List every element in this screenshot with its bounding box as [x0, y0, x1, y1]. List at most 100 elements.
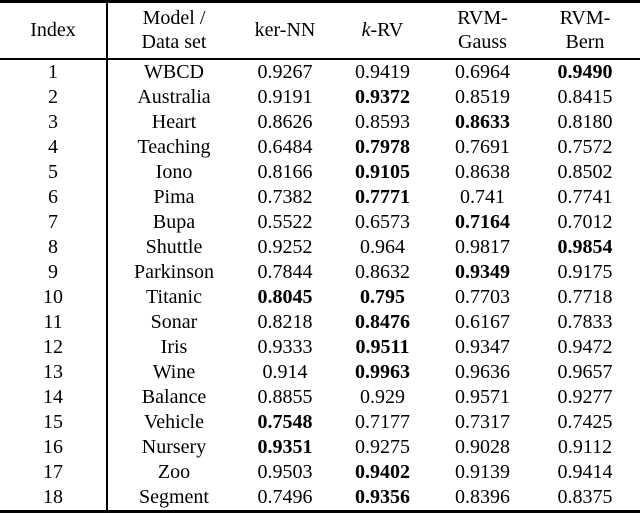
header-label: Index: [30, 19, 76, 41]
header-label: Data set: [141, 31, 207, 53]
column-header-rvm-gauss: RVM- Gauss: [435, 1, 530, 60]
dataset-cell: Pima: [153, 186, 195, 208]
dataset-cell: Teaching: [137, 136, 211, 158]
header-label: -RV: [370, 19, 404, 41]
value-cell: 0.9472: [557, 336, 613, 358]
dataset-cell: Australia: [137, 86, 211, 108]
value-cell: 0.9175: [557, 261, 613, 283]
table-row: 7 Bupa 0.5522 0.6573 0.7164 0.7012: [0, 210, 640, 235]
value-cell: 0.6964: [455, 61, 510, 83]
table-row: 5 Iono 0.8166 0.9105 0.8638 0.8502: [0, 160, 640, 185]
value-cell: 0.9511: [355, 336, 410, 358]
value-cell: 0.6484: [257, 136, 313, 158]
table-row: 9 Parkinson 0.7844 0.8632 0.9349 0.9175: [0, 260, 640, 285]
value-cell: 0.9372: [355, 86, 410, 108]
value-cell: 0.8519: [455, 86, 510, 108]
value-cell: 0.9277: [557, 386, 613, 408]
table-row: 14 Balance 0.8855 0.929 0.9571 0.9277: [0, 385, 640, 410]
table-row: 4 Teaching 0.6484 0.7978 0.7691 0.7572: [0, 135, 640, 160]
value-cell: 0.7425: [557, 411, 613, 433]
value-cell: 0.6167: [455, 311, 510, 333]
table-row: 8 Shuttle 0.9252 0.964 0.9817 0.9854: [0, 235, 640, 260]
value-cell: 0.9419: [355, 61, 410, 83]
value-cell: 0.8502: [557, 161, 613, 183]
index-cell: 16: [0, 435, 108, 460]
dataset-cell: Zoo: [157, 461, 191, 483]
header-label: Bern: [565, 31, 605, 53]
dataset-cell: Titanic: [146, 286, 202, 308]
value-cell: 0.7978: [355, 136, 410, 158]
table-row: 12 Iris 0.9333 0.9511 0.9347 0.9472: [0, 335, 640, 360]
index-cell: 4: [0, 135, 108, 160]
value-cell: 0.9333: [257, 336, 313, 358]
index-cell: 17: [0, 460, 108, 485]
value-cell: 0.8415: [557, 86, 613, 108]
value-cell: 0.9351: [257, 436, 313, 458]
table-row: 1 WBCD 0.9267 0.9419 0.6964 0.9490: [0, 59, 640, 85]
header-label-italic: k: [361, 19, 371, 41]
value-cell: 0.9139: [455, 461, 510, 483]
value-cell: 0.7833: [557, 311, 613, 333]
index-cell: 3: [0, 110, 108, 135]
value-cell: 0.914: [262, 361, 308, 383]
value-cell: 0.9349: [455, 261, 510, 283]
value-cell: 0.9636: [455, 361, 510, 383]
value-cell: 0.9963: [355, 361, 410, 383]
value-cell: 0.7741: [557, 186, 613, 208]
value-cell: 0.8626: [257, 111, 313, 133]
value-cell: 0.9028: [455, 436, 510, 458]
table-row: 17 Zoo 0.9503 0.9402 0.9139 0.9414: [0, 460, 640, 485]
value-cell: 0.8166: [257, 161, 313, 183]
value-cell: 0.9854: [557, 236, 613, 258]
table-row: 10 Titanic 0.8045 0.795 0.7703 0.7718: [0, 285, 640, 310]
dataset-cell: Iris: [160, 336, 188, 358]
value-cell: 0.7382: [257, 186, 313, 208]
index-cell: 7: [0, 210, 108, 235]
column-header-rvm-bern: RVM- Bern: [530, 1, 640, 60]
value-cell: 0.795: [360, 286, 405, 308]
dataset-cell: Wine: [152, 361, 196, 383]
value-cell: 0.9112: [557, 436, 613, 458]
column-header-index: Index: [0, 1, 108, 60]
table-row: 3 Heart 0.8626 0.8593 0.8633 0.8180: [0, 110, 640, 135]
column-header-k-rv: k-RV: [330, 1, 435, 60]
table-row: 18 Segment 0.7496 0.9356 0.8396 0.8375: [0, 485, 640, 512]
value-cell: 0.8593: [355, 111, 410, 133]
value-cell: 0.7691: [455, 136, 510, 158]
dataset-cell: Bupa: [152, 211, 196, 233]
header-label: Gauss: [458, 31, 507, 53]
header-label: RVM-: [559, 7, 611, 29]
dataset-cell: Balance: [141, 386, 207, 408]
value-cell: 0.7317: [455, 411, 510, 433]
dataset-cell: Sonar: [150, 311, 198, 333]
column-header-model-dataset: Model / Data set: [107, 1, 240, 60]
value-cell: 0.8632: [355, 261, 410, 283]
value-cell: 0.8218: [257, 311, 313, 333]
index-cell: 11: [0, 310, 108, 335]
table-row: 16 Nursery 0.9351 0.9275 0.9028 0.9112: [0, 435, 640, 460]
value-cell: 0.9402: [355, 461, 410, 483]
value-cell: 0.7012: [557, 211, 613, 233]
value-cell: 0.8180: [557, 111, 613, 133]
table-row: 13 Wine 0.914 0.9963 0.9636 0.9657: [0, 360, 640, 385]
dataset-cell: Heart: [151, 111, 197, 133]
table-body: 1 WBCD 0.9267 0.9419 0.6964 0.9490 2 Australia 0…: [0, 59, 640, 512]
header-label: RVM-: [457, 7, 508, 29]
header-row: Index Model / Data set ker-NN k-RV RVM- …: [0, 1, 640, 60]
value-cell: 0.7718: [557, 286, 613, 308]
value-cell: 0.964: [360, 236, 405, 258]
value-cell: 0.7164: [455, 211, 510, 233]
value-cell: 0.7703: [455, 286, 510, 308]
dataset-cell: Vehicle: [144, 411, 204, 433]
value-cell: 0.9267: [257, 61, 313, 83]
index-cell: 14: [0, 385, 108, 410]
index-cell: 10: [0, 285, 108, 310]
value-cell: 0.9347: [455, 336, 510, 358]
value-cell: 0.9275: [355, 436, 410, 458]
dataset-cell: WBCD: [144, 61, 204, 83]
index-cell: 15: [0, 410, 108, 435]
value-cell: 0.7771: [355, 186, 410, 208]
column-header-ker-nn: ker-NN: [240, 1, 330, 60]
value-cell: 0.8855: [257, 386, 313, 408]
